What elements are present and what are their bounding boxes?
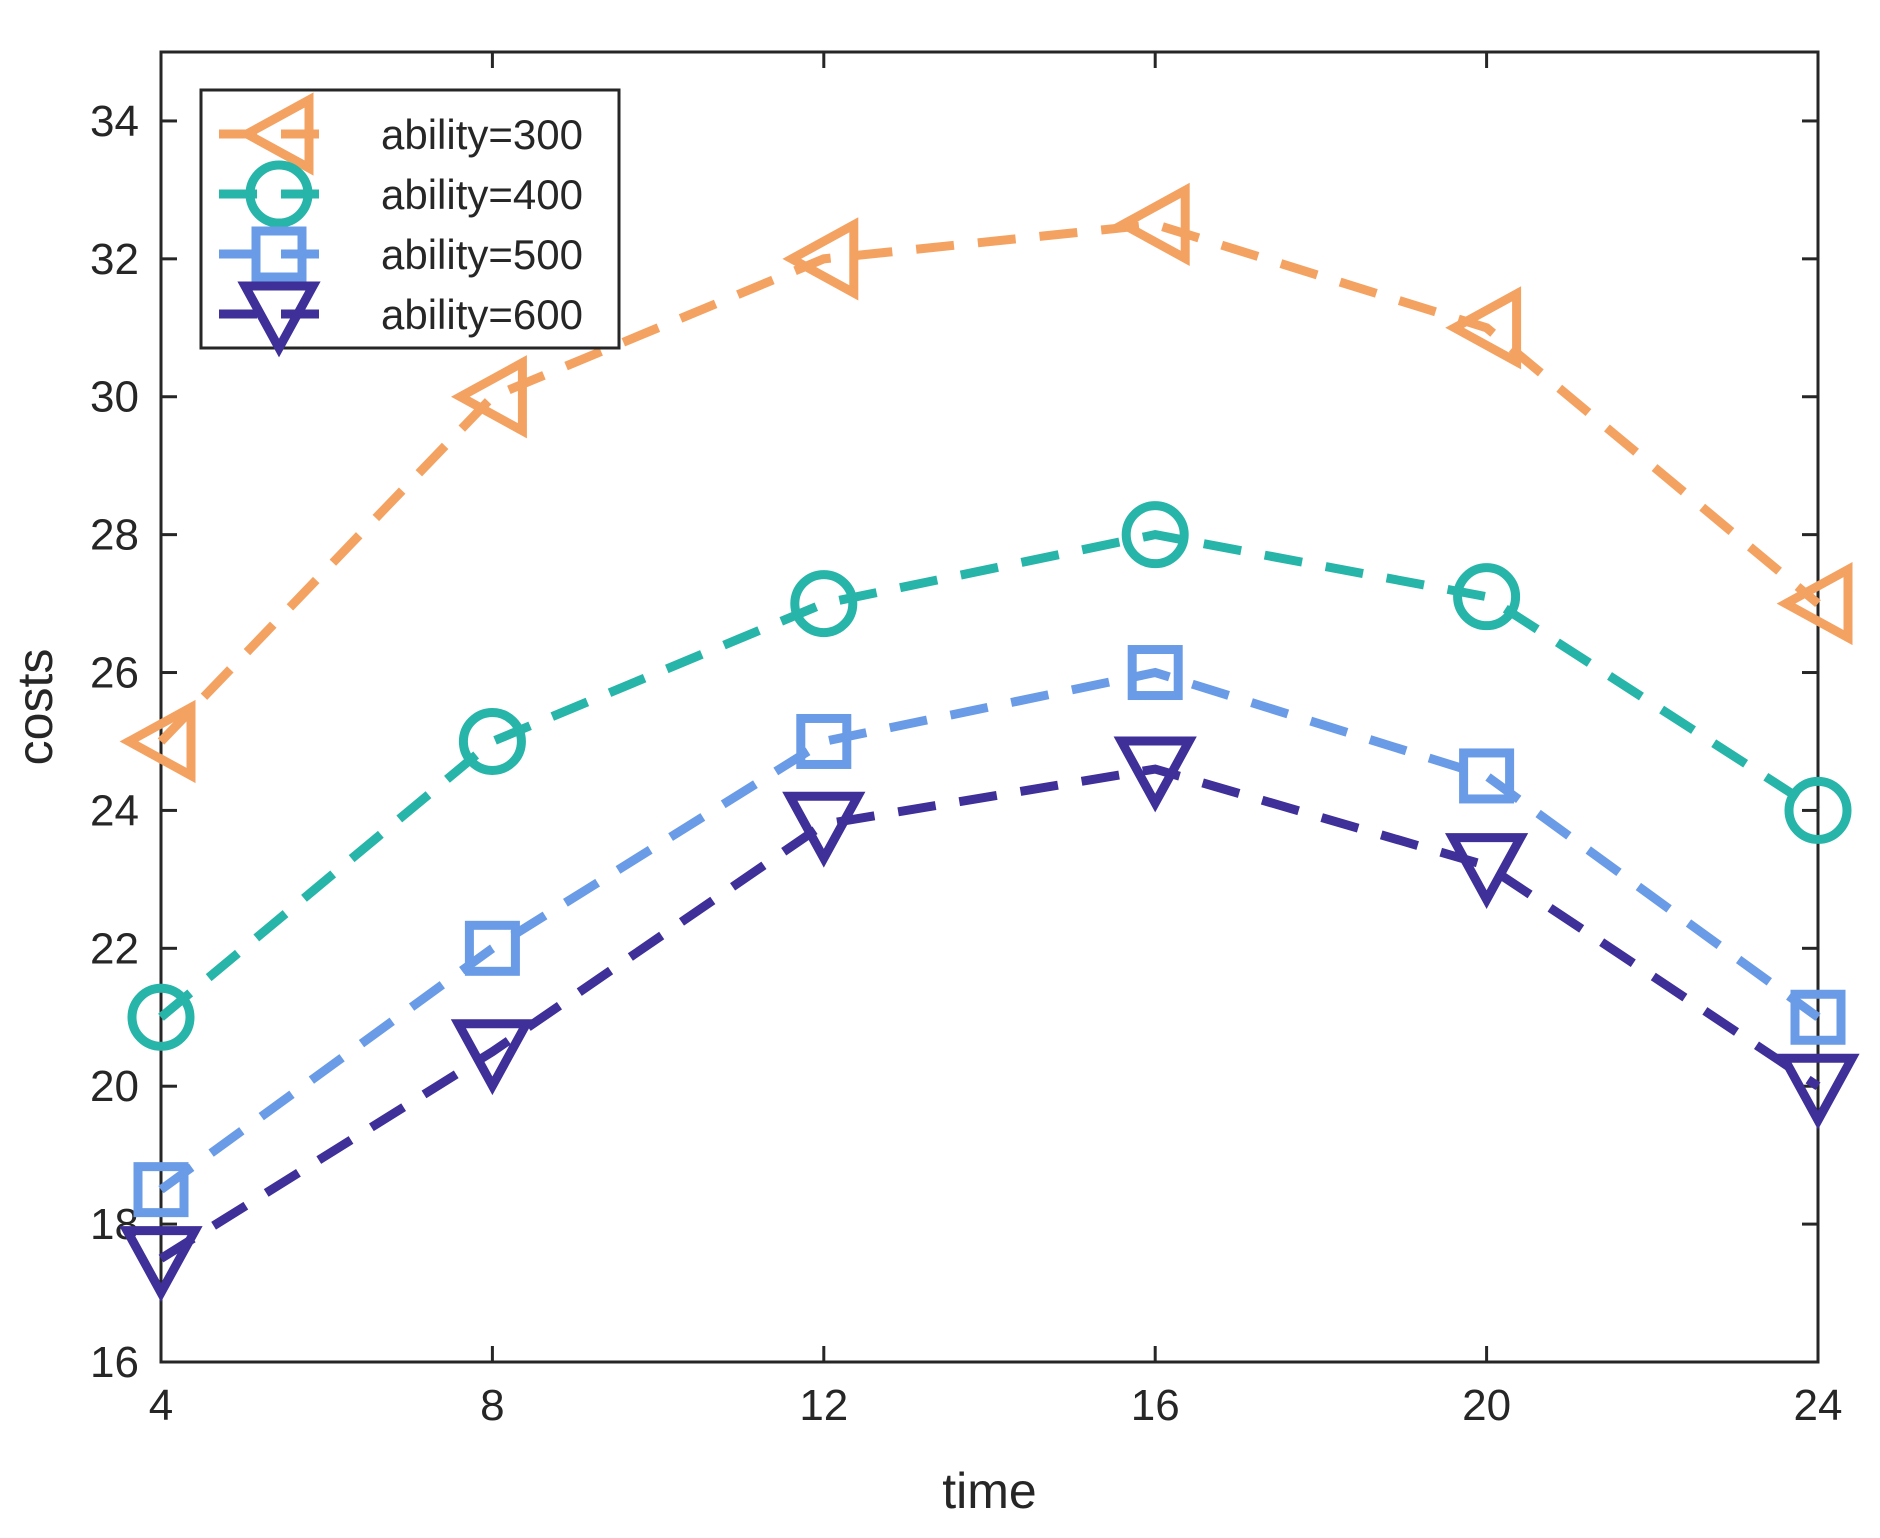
data-point-marker xyxy=(127,983,195,1051)
y-tick-label: 24 xyxy=(90,786,139,835)
series-line xyxy=(157,219,1821,745)
data-point-marker xyxy=(1790,989,1846,1045)
x-tick-label: 12 xyxy=(799,1381,848,1430)
data-point-marker xyxy=(451,355,527,439)
data-point-marker xyxy=(464,920,520,976)
legend-marker xyxy=(245,160,313,228)
legend: ability=300 ability=400 ability=500 ability… xyxy=(199,88,621,358)
y-tick-label: 34 xyxy=(90,97,139,146)
x-tick-label: 4 xyxy=(149,1381,173,1430)
x-tick-label: 8 xyxy=(480,1381,504,1430)
legend-label: ability=300 xyxy=(381,111,583,158)
x-tick-label: 20 xyxy=(1462,1381,1511,1430)
series-ability-300 xyxy=(119,182,1853,784)
legend-marker xyxy=(251,226,307,282)
data-point-marker xyxy=(119,1226,203,1302)
y-axis-title: costs xyxy=(7,649,63,766)
series-line xyxy=(158,764,1821,1263)
series-group xyxy=(119,182,1860,1302)
data-point-marker xyxy=(782,217,859,301)
legend-item: ability=300 xyxy=(219,92,583,176)
data-point-marker xyxy=(458,707,526,775)
legend-marker xyxy=(237,92,314,176)
data-point-marker xyxy=(782,791,866,868)
series-ability-600 xyxy=(119,736,1860,1302)
data-point-marker xyxy=(796,713,852,769)
data-point-marker xyxy=(1445,833,1529,909)
data-point-marker xyxy=(119,699,196,784)
x-tick-label: 24 xyxy=(1794,1381,1843,1430)
data-point-marker xyxy=(1459,748,1515,804)
series-line xyxy=(158,667,1821,1194)
legend-item: ability=600 xyxy=(219,281,583,358)
data-point-marker xyxy=(1113,736,1197,813)
data-point-marker xyxy=(1784,776,1852,844)
legend-label: ability=400 xyxy=(381,171,583,218)
y-tick-label: 26 xyxy=(90,649,139,698)
y-tick-label: 20 xyxy=(90,1062,139,1111)
data-point-marker xyxy=(1776,561,1853,646)
legend-item: ability=500 xyxy=(219,226,583,282)
legend-item: ability=400 xyxy=(219,160,583,228)
data-point-marker xyxy=(1445,286,1522,370)
y-tick-label: 30 xyxy=(90,373,139,422)
x-tick-label: 16 xyxy=(1131,1381,1180,1430)
data-point-marker xyxy=(1121,501,1189,569)
series-ability-400 xyxy=(127,501,1852,1051)
legend-marker xyxy=(237,281,321,358)
data-point-marker xyxy=(1113,182,1190,266)
plot-frame xyxy=(159,50,1820,1364)
y-tick-label: 32 xyxy=(90,235,139,284)
data-point-marker xyxy=(1453,563,1521,631)
y-tick-label: 28 xyxy=(90,511,139,560)
y-tick-label: 22 xyxy=(90,924,139,973)
y-tick-label: 16 xyxy=(90,1338,139,1387)
series-line xyxy=(158,530,1821,1021)
data-point-marker xyxy=(133,1162,189,1218)
legend-label: ability=500 xyxy=(381,231,583,278)
data-point-marker xyxy=(1127,645,1183,701)
data-point-marker xyxy=(790,570,858,638)
series-ability-500 xyxy=(133,645,1846,1218)
legend-label: ability=600 xyxy=(381,291,583,338)
data-point-marker xyxy=(450,1019,534,1096)
x-axis-title: time xyxy=(942,1463,1036,1519)
data-point-marker xyxy=(1776,1053,1860,1130)
